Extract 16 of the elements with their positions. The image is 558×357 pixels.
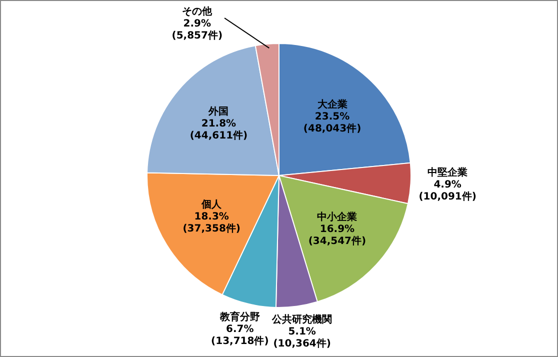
slice-label: 教育分野 [218, 310, 260, 323]
slice-label: 大企業 [316, 98, 348, 110]
data-label: 6.7% (13,718件) [211, 324, 269, 347]
data-label: 18.3% (37,358件) [182, 212, 240, 235]
slice-label: その他 [182, 6, 214, 18]
slice-label: 中小企業 [317, 210, 358, 223]
data-label: 5.1% (10,364件) [273, 326, 331, 350]
slice-label: 公共研究機関 [271, 314, 332, 326]
slice-label: 外国 [208, 106, 229, 118]
data-label: 16.9% (34,547件) [308, 224, 366, 247]
data-label: 21.8% (44,611件) [190, 118, 248, 142]
data-label: 23.5% (48,043件) [303, 111, 362, 134]
slice-label: 個人 [200, 198, 223, 211]
data-label: 2.9% (5,857件) [172, 18, 223, 42]
slice-label: 中堅企業 [428, 166, 468, 179]
data-label: 4.9% (10,091件) [418, 180, 476, 203]
